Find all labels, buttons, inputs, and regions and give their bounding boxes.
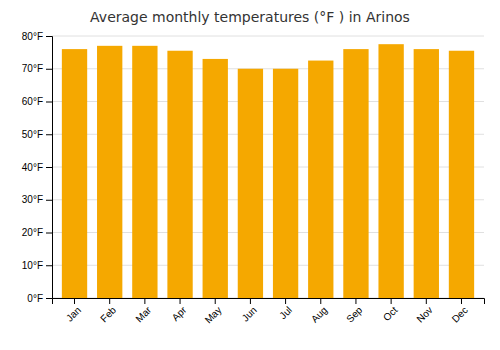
x-tick: Nov: [414, 298, 434, 325]
x-tick-mark: [391, 298, 392, 304]
x-tick-mark: [144, 298, 145, 304]
plot: 0°F 10°F 20°F 30°F 40°F 50°F 60°F 70°F 80°F Jan Fe…: [22, 31, 485, 326]
x-tick-label: Jun: [240, 304, 259, 323]
x-tick-label: Jul: [277, 304, 294, 321]
x-tick: Oct: [381, 298, 400, 323]
y-tick-label: 20°F: [22, 227, 43, 238]
y-tick-mark: [46, 200, 52, 201]
y-tick: 40°F: [22, 162, 52, 173]
x-axis-line: [53, 299, 485, 305]
x-tick-mark: [180, 298, 181, 304]
x-tick: Sep: [344, 298, 365, 325]
x-tick-mark: [426, 298, 427, 304]
x-tick-label: Nov: [414, 304, 434, 324]
x-tick: Jul: [277, 298, 294, 321]
y-tick-label: 10°F: [22, 260, 43, 271]
y-tick-mark: [46, 265, 52, 266]
bar: [238, 69, 263, 298]
bar: [273, 69, 298, 298]
x-tick: Mar: [133, 298, 153, 324]
y-axis-line: [46, 37, 53, 299]
x-tick-label: Sep: [344, 304, 365, 325]
y-tick-mark: [46, 233, 52, 234]
y-tick: 50°F: [22, 129, 52, 140]
grid: [52, 36, 484, 298]
y-tick-label: 80°F: [22, 31, 43, 42]
x-tick-label: May: [203, 304, 224, 325]
x-tick-label: Oct: [381, 304, 400, 323]
x-tick-mark: [74, 298, 75, 304]
y-tick-label: 40°F: [22, 162, 43, 173]
y-tick-mark: [46, 298, 52, 299]
x-tick-mark: [250, 298, 251, 304]
x-tick-label: Jan: [64, 304, 83, 323]
bar: [308, 61, 333, 298]
y-tick-mark: [46, 167, 52, 168]
y-tick-mark: [46, 134, 52, 135]
y-tick: 20°F: [22, 227, 52, 238]
y-tick: 60°F: [22, 96, 52, 107]
bars: [62, 44, 474, 298]
bar: [97, 46, 122, 298]
y-tick: 80°F: [22, 31, 52, 42]
y-tick-label: 0°F: [27, 293, 43, 304]
bar: [449, 51, 474, 298]
x-tick: May: [203, 298, 224, 326]
y-tick-label: 50°F: [22, 129, 43, 140]
x-tick-mark: [320, 298, 321, 304]
y-tick-mark: [46, 102, 52, 103]
x-tick-label: Mar: [133, 304, 153, 324]
x-tick: Aug: [309, 298, 329, 325]
y-axis: 0°F 10°F 20°F 30°F 40°F 50°F 60°F 70°F 80°F: [22, 31, 53, 304]
x-tick-mark: [109, 298, 110, 304]
title: Average monthly temperatures (°F ) in Ar…: [90, 9, 410, 25]
bar: [203, 59, 228, 298]
x-tick: Feb: [98, 298, 118, 324]
chart: 0°F 10°F 20°F 30°F 40°F 50°F 60°F 70°F 80°F Jan Fe…: [0, 0, 500, 350]
y-tick: 30°F: [22, 194, 52, 205]
x-tick: Jan: [64, 298, 83, 324]
x-tick-mark: [355, 298, 356, 304]
y-tick: 70°F: [22, 63, 52, 74]
x-tick-mark: [285, 298, 286, 304]
y-tick-label: 30°F: [22, 194, 43, 205]
x-tick: Apr: [170, 298, 189, 323]
x-tick-mark: [461, 298, 462, 304]
y-tick-mark: [46, 36, 52, 37]
bar: [167, 51, 192, 298]
x-tick-label: Feb: [98, 304, 118, 324]
x-tick-label: Dec: [450, 304, 470, 324]
bar: [132, 46, 157, 298]
x-axis: Jan Feb Mar Apr May Jun Jul Aug Sep Oct Nov Dec: [53, 298, 485, 326]
bar: [378, 44, 403, 298]
x-tick: Dec: [450, 298, 470, 325]
bar: [414, 49, 439, 298]
bar: [343, 49, 368, 298]
y-tick-mark: [46, 69, 52, 70]
grid-line: [52, 36, 484, 37]
x-tick: Jun: [240, 298, 259, 324]
y-tick: 10°F: [22, 260, 52, 271]
x-tick-mark: [215, 298, 216, 304]
y-tick-label: 70°F: [22, 63, 43, 74]
bar: [62, 49, 87, 298]
y-tick-label: 60°F: [22, 96, 43, 107]
x-tick-label: Aug: [309, 304, 329, 324]
x-tick-label: Apr: [170, 304, 189, 323]
y-tick: 0°F: [27, 293, 52, 304]
